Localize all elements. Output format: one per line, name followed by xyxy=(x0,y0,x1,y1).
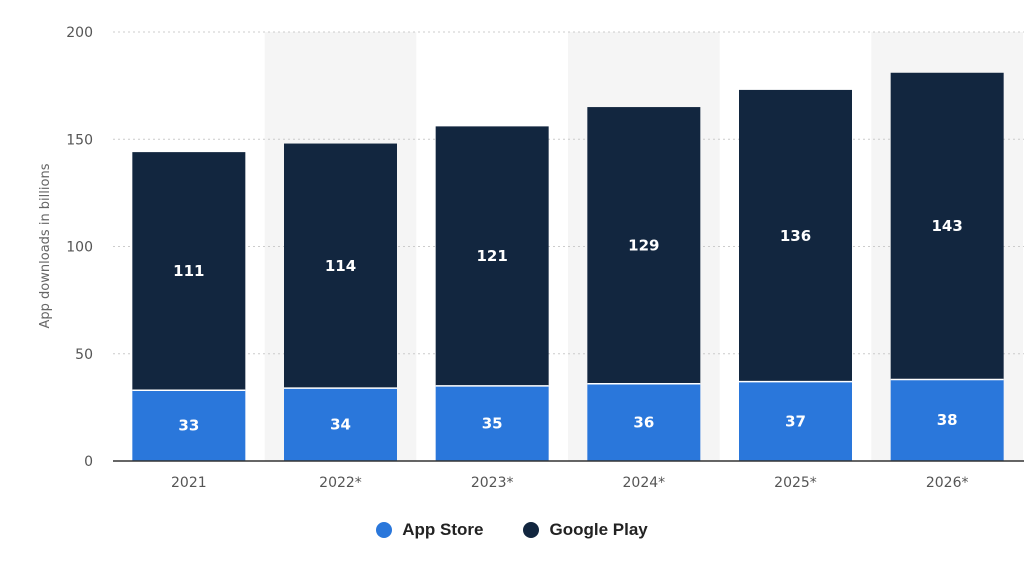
data-label-google-play: 129 xyxy=(628,236,659,254)
x-tick-label: 2023* xyxy=(471,475,514,491)
x-tick-label: 2024* xyxy=(623,475,666,491)
data-label-app-store: 33 xyxy=(178,417,199,435)
bar-app-store[interactable] xyxy=(435,385,549,461)
y-tick-label: 200 xyxy=(66,25,93,41)
bar-app-store[interactable] xyxy=(890,379,1004,461)
data-labels: 33 111 34 114 35 121 36 129 37 136 38 143 xyxy=(173,217,963,434)
bar-app-store[interactable] xyxy=(132,390,246,461)
legend-label-google-play: Google Play xyxy=(549,520,648,539)
bar-google-play[interactable] xyxy=(435,126,549,386)
x-tick-label: 2025* xyxy=(774,475,817,491)
bar-app-store[interactable] xyxy=(739,381,852,461)
legend: App Store Google Play xyxy=(0,520,1024,540)
legend-item-google-play[interactable]: Google Play xyxy=(523,520,648,540)
x-axis-ticks: 2021 2022* 2023* 2024* 2025* 2026* xyxy=(171,475,968,491)
legend-swatch-google-play xyxy=(523,522,540,538)
bar-google-play[interactable] xyxy=(739,89,852,382)
y-axis-label: App downloads in billions xyxy=(38,163,53,328)
data-label-app-store: 38 xyxy=(937,411,958,429)
stacked-bar-chart: 0 50 100 150 200 App downloads in billions 2… xyxy=(38,25,1024,491)
bar-google-play[interactable] xyxy=(890,72,1004,380)
data-label-app-store: 34 xyxy=(330,416,351,434)
bar-google-play[interactable] xyxy=(284,143,397,389)
data-label-app-store: 37 xyxy=(785,412,806,430)
data-label-google-play: 136 xyxy=(780,227,811,245)
data-label-google-play: 143 xyxy=(932,217,963,235)
x-tick-label: 2021 xyxy=(171,475,207,491)
y-axis-ticks: 0 50 100 150 200 xyxy=(66,25,93,470)
bar-google-play[interactable] xyxy=(132,152,246,391)
x-tick-label: 2022* xyxy=(319,475,362,491)
legend-item-app-store[interactable]: App Store xyxy=(376,520,483,540)
bar-app-store[interactable] xyxy=(587,383,701,461)
y-tick-label: 100 xyxy=(66,240,93,256)
data-label-google-play: 111 xyxy=(173,262,204,280)
data-label-google-play: 121 xyxy=(477,247,508,265)
data-label-app-store: 36 xyxy=(633,413,654,431)
bar-app-store[interactable] xyxy=(284,388,397,461)
legend-label-app-store: App Store xyxy=(402,520,484,539)
y-tick-label: 0 xyxy=(84,454,93,470)
x-tick-label: 2026* xyxy=(926,475,969,491)
gridlines xyxy=(113,31,1024,355)
data-label-google-play: 114 xyxy=(325,257,356,275)
legend-swatch-app-store xyxy=(376,522,393,538)
y-tick-label: 50 xyxy=(75,347,93,363)
bar-google-play[interactable] xyxy=(587,107,701,384)
y-tick-label: 150 xyxy=(66,132,93,148)
bars xyxy=(132,72,1004,461)
data-label-app-store: 35 xyxy=(482,414,503,432)
